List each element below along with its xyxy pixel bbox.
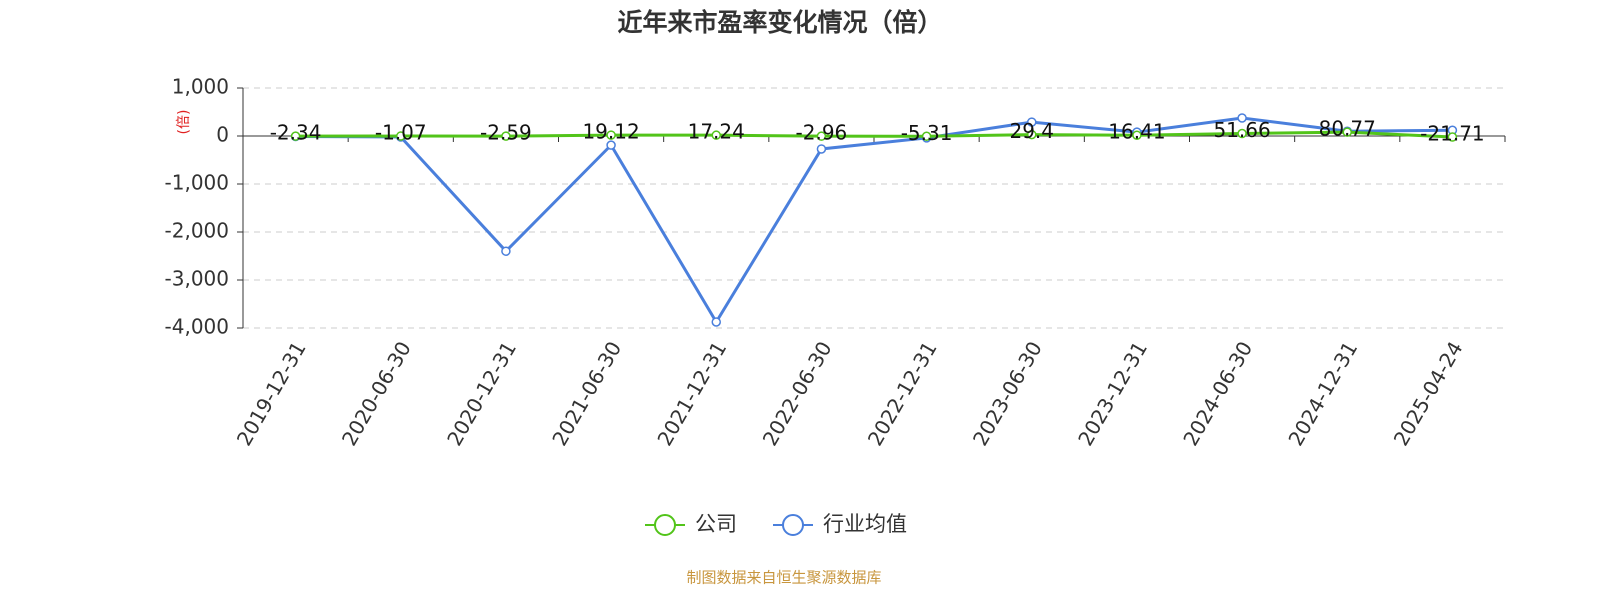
y-tick-label: -1,000 [165,171,229,195]
y-tick-label: -4,000 [165,315,229,339]
data-point [290,131,301,141]
data-point [816,144,827,154]
x-tick-label: 2019-12-31 [232,337,311,450]
data-point [1237,128,1247,139]
data-label: 29.4 [1009,119,1054,143]
y-axis-label: (倍) [176,110,192,135]
legend-marker [654,514,676,536]
y-tick-label: 0 [216,123,229,147]
data-label: -2.96 [796,121,848,145]
data-point [1027,117,1037,127]
data-point [921,131,932,142]
data-point [1132,130,1142,140]
data-label: -5.31 [901,121,953,145]
data-point [1342,127,1352,137]
x-tick-label: 2023-12-31 [1073,337,1152,450]
data-point [501,246,511,256]
x-tick-label: 2021-06-30 [547,337,626,450]
data-point [396,131,406,141]
data-label: -2.59 [480,121,532,145]
data-label: 19.12 [582,120,639,144]
x-tick-label: 2020-12-31 [442,337,521,450]
data-label: -1.07 [375,121,427,145]
data-label: 17.24 [688,120,745,144]
data-point [711,130,721,140]
data-label: -2.34 [270,121,322,145]
y-tick-label: 1,000 [172,75,229,99]
data-label: 51.66 [1213,118,1270,142]
source-note: 制图数据来自恒生聚源数据库 [686,569,881,587]
x-tick-label: 2021-12-31 [652,337,731,450]
y-tick-label: -2,000 [165,219,229,243]
data-label: -21.71 [1420,122,1484,146]
x-tick-label: 2024-12-31 [1283,337,1362,450]
series-line [295,130,1453,139]
data-point [1447,132,1458,142]
y-tick-label: -3,000 [165,267,229,291]
legend-label[interactable]: 公司 [695,512,737,536]
data-point [1027,129,1037,140]
x-tick-label: 2020-06-30 [337,337,416,450]
data-point [711,317,721,327]
data-point [606,130,616,140]
x-tick-label: 2022-06-30 [758,337,837,450]
data-label: 16.41 [1108,120,1165,144]
data-point [816,131,827,141]
x-tick-label: 2025-04-24 [1389,337,1468,450]
data-point [606,140,616,150]
series-line [295,116,1453,325]
data-point [1237,113,1247,123]
x-tick-label: 2024-06-30 [1178,337,1257,450]
legend-label[interactable]: 行业均值 [823,512,907,536]
data-label: 80.77 [1319,117,1376,141]
x-tick-label: 2023-06-30 [968,337,1047,450]
x-tick-label: 2022-12-31 [863,337,942,450]
legend-marker [782,514,804,536]
data-point [501,131,511,141]
chart-title: 近年来市盈率变化情况（倍） [617,8,942,37]
